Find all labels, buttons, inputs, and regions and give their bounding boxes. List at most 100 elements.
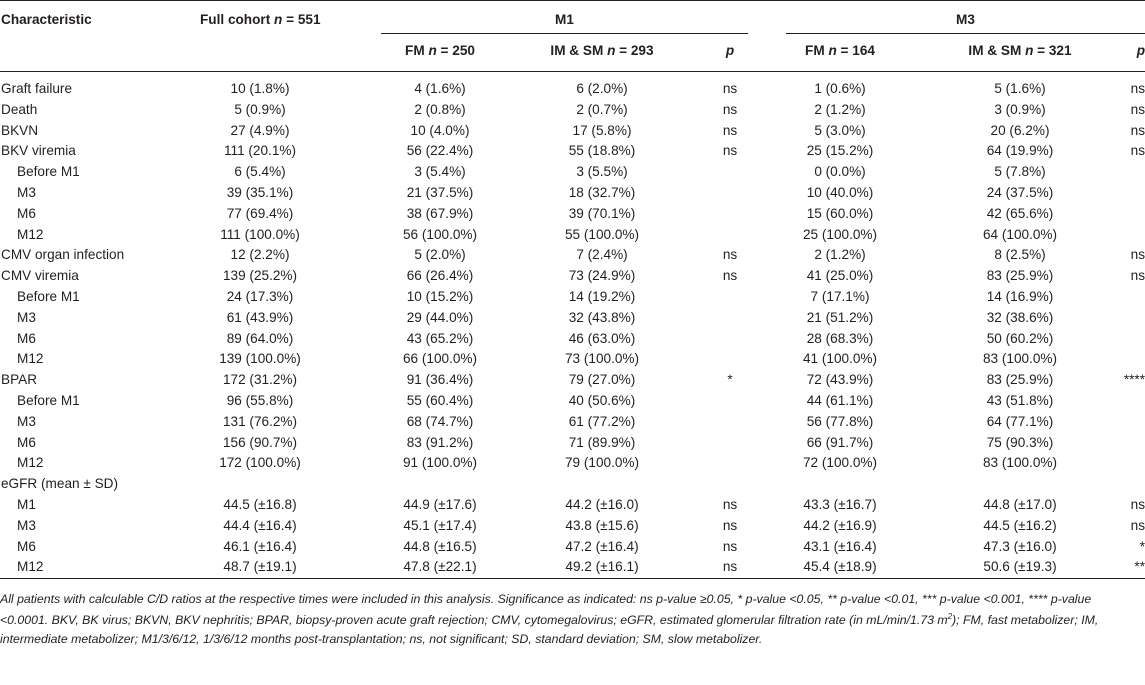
table-cell: ns	[1130, 81, 1145, 96]
table-cell: 111 (100.0%)	[220, 226, 300, 242]
full-cohort-value: = 551	[282, 12, 321, 27]
table-cell: 14 (19.2%)	[568, 289, 636, 304]
table-cell: 25 (100.0%)	[802, 226, 878, 242]
table-cell: 43.3 (±16.7)	[803, 497, 877, 512]
table-cell: 91 (36.4%)	[406, 372, 474, 388]
row-label: Before M1	[17, 164, 80, 180]
table-cell: 8 (2.5%)	[994, 247, 1046, 263]
table-cell: 41 (100.0%)	[802, 351, 878, 367]
footnote-text-1: All patients with calculable C/D ratios …	[0, 592, 1092, 628]
table-cell: 15 (60.0%)	[806, 205, 874, 221]
table-cell: 66 (26.4%)	[406, 268, 474, 284]
footnote-superscript: 2	[947, 612, 953, 622]
row-label: M3	[17, 413, 36, 429]
table-cell: 77 (69.4%)	[226, 205, 294, 221]
table-cell: 10 (1.8%)	[230, 81, 290, 96]
table-cell: 66 (91.7%)	[806, 434, 874, 450]
header-m1: M1	[555, 12, 574, 27]
table-cell: 41 (25.0%)	[806, 268, 874, 284]
table-cell: ns	[722, 122, 738, 138]
table-cell: 2 (1.2%)	[814, 101, 866, 117]
table-bottom-rule	[0, 578, 1145, 579]
table-cell: 44.4 (±16.4)	[223, 517, 297, 533]
row-label: CMV organ infection	[1, 247, 125, 263]
table-cell: 46 (63.0%)	[568, 330, 636, 346]
table-cell: 0 (0.0%)	[814, 164, 866, 180]
subheader-m3-fm: FM n = 164	[760, 43, 920, 59]
table-cell: 43 (51.8%)	[986, 393, 1054, 408]
table-cell: 44.5 (±16.2)	[983, 517, 1057, 533]
table-cell: ns	[722, 247, 738, 263]
table-cell: 24 (37.5%)	[986, 185, 1054, 200]
table-cell: 73 (24.9%)	[568, 268, 636, 284]
table-cell: 64 (19.9%)	[986, 143, 1054, 159]
table-cell: 6 (5.4%)	[234, 164, 286, 180]
subheader-n: n	[828, 43, 837, 58]
table-cell: ns	[1130, 143, 1145, 159]
top-rule	[0, 0, 1145, 1]
table-cell: 44.8 (±16.5)	[403, 538, 477, 554]
table-cell: 68 (74.7%)	[406, 413, 474, 429]
table-cell: 43.8 (±15.6)	[565, 517, 639, 533]
table-cell: 21 (37.5%)	[406, 185, 474, 200]
table-cell: 28 (68.3%)	[806, 330, 874, 346]
subheader-n: p	[1136, 43, 1145, 58]
table-cell: 5 (3.0%)	[814, 122, 866, 138]
table-cell: ns	[722, 143, 738, 159]
table-cell: 66 (100.0%)	[402, 351, 478, 367]
table-cell: 79 (27.0%)	[568, 372, 636, 388]
table-cell: 45.1 (±17.4)	[403, 517, 477, 533]
table-cell: 91 (100.0%)	[402, 455, 478, 471]
table-cell: 5 (2.0%)	[414, 247, 466, 263]
row-label: M3	[17, 309, 36, 325]
table-cell: ns	[722, 101, 738, 117]
subheader-label: IM & SM	[550, 43, 608, 58]
table-cell: 64 (100.0%)	[982, 226, 1058, 242]
table-cell: ns	[722, 559, 738, 575]
subheader-value: = 293	[615, 43, 654, 58]
table-cell: 6 (2.0%)	[576, 81, 628, 96]
table-cell: 44.2 (±16.0)	[565, 497, 639, 512]
table-cell: 39 (35.1%)	[226, 185, 294, 200]
subheader-m1-p: p	[700, 43, 760, 59]
subheader-label: IM & SM	[968, 43, 1026, 58]
m1-underline	[381, 33, 748, 34]
table-cell: ****	[1123, 372, 1145, 388]
subheader-n: p	[725, 43, 735, 58]
table-cell: 48.7 (±19.1)	[223, 559, 297, 575]
row-label: BKV viremia	[1, 143, 76, 159]
table-cell: 44.9 (±17.6)	[403, 497, 477, 512]
row-label: Before M1	[17, 289, 80, 304]
row-label: M12	[17, 455, 44, 471]
table-cell: 5 (1.6%)	[994, 81, 1046, 96]
table-cell: 32 (43.8%)	[568, 309, 636, 325]
table-cell: 39 (70.1%)	[568, 205, 636, 221]
header-characteristic: Characteristic	[1, 12, 92, 27]
row-label: M6	[17, 434, 36, 450]
table-cell: 43 (65.2%)	[406, 330, 474, 346]
table-cell: 25 (15.2%)	[806, 143, 874, 159]
table-cell: 89 (64.0%)	[226, 330, 294, 346]
header-m3: M3	[956, 12, 975, 27]
table-cell: 32 (38.6%)	[986, 309, 1054, 325]
subheader-m3-im-sm: IM & SM n = 321	[940, 43, 1100, 59]
subheader-value: = 250	[436, 43, 475, 58]
table-cell: *	[727, 372, 733, 388]
table-cell: 10 (40.0%)	[806, 185, 874, 200]
table-cell: 1 (0.6%)	[814, 81, 866, 96]
subheader-n: n	[607, 43, 616, 58]
header-full-cohort: Full cohort n = 551	[200, 12, 321, 28]
table-cell: ns	[722, 517, 738, 533]
table-cell: 55 (100.0%)	[564, 226, 640, 242]
table-cell: 24 (17.3%)	[226, 289, 294, 304]
table-cell: 71 (89.9%)	[568, 434, 636, 450]
table-cell: 96 (55.8%)	[226, 393, 294, 408]
subheader-label: FM	[405, 43, 429, 58]
table-cell: 40 (50.6%)	[568, 393, 636, 408]
row-label: M6	[17, 205, 36, 221]
table-cell: 14 (16.9%)	[986, 289, 1054, 304]
table-cell: 61 (77.2%)	[568, 413, 636, 429]
table-cell: 21 (51.2%)	[806, 309, 874, 325]
table-cell: 42 (65.6%)	[986, 205, 1054, 221]
row-label: M1	[17, 497, 36, 512]
